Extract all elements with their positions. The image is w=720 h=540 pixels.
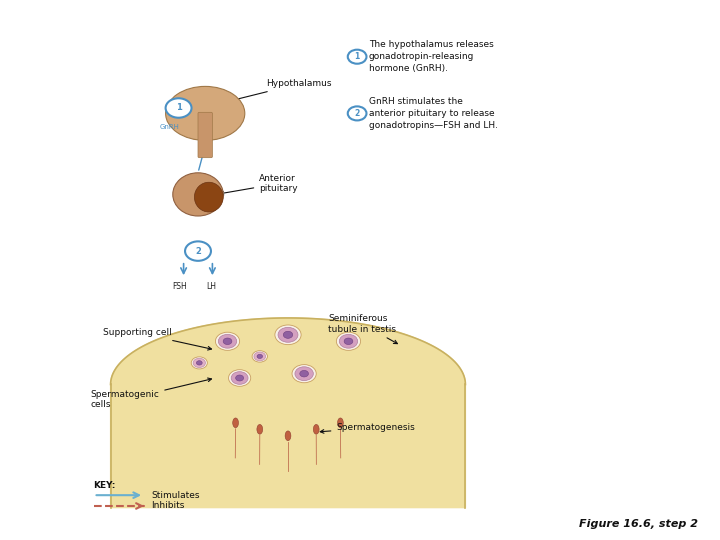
Circle shape: [166, 98, 192, 118]
Circle shape: [193, 358, 205, 368]
Circle shape: [252, 350, 267, 362]
Circle shape: [278, 327, 298, 342]
Circle shape: [197, 361, 202, 365]
Text: Anterior
pituitary: Anterior pituitary: [220, 174, 298, 195]
Circle shape: [228, 370, 251, 386]
Text: Supporting cell: Supporting cell: [102, 328, 212, 350]
Circle shape: [339, 334, 358, 348]
Ellipse shape: [257, 424, 263, 434]
Text: LH: LH: [207, 282, 217, 291]
Circle shape: [283, 331, 293, 339]
Text: 1: 1: [354, 52, 360, 61]
Text: Figure 16.6, step 2: Figure 16.6, step 2: [580, 519, 698, 529]
Circle shape: [257, 354, 263, 359]
Text: Spermatogenesis: Spermatogenesis: [320, 423, 415, 433]
FancyBboxPatch shape: [198, 112, 212, 158]
Text: 2: 2: [354, 109, 360, 118]
Circle shape: [223, 338, 232, 345]
Text: GnRH stimulates the
anterior pituitary to release
gonadotropins—FSH and LH.: GnRH stimulates the anterior pituitary t…: [369, 97, 498, 130]
Circle shape: [292, 364, 316, 383]
Circle shape: [218, 334, 237, 348]
Text: Seminiferous
tubule in testis: Seminiferous tubule in testis: [328, 314, 397, 343]
Circle shape: [348, 50, 366, 64]
Text: 2: 2: [195, 247, 201, 255]
Text: 1: 1: [176, 104, 181, 112]
Text: FSH: FSH: [173, 282, 187, 291]
Circle shape: [185, 241, 211, 261]
Ellipse shape: [313, 424, 319, 434]
Circle shape: [235, 375, 243, 381]
Ellipse shape: [173, 173, 223, 216]
Ellipse shape: [338, 418, 343, 428]
Circle shape: [300, 370, 308, 377]
Circle shape: [254, 352, 266, 361]
Ellipse shape: [233, 418, 238, 428]
Circle shape: [231, 372, 248, 384]
Circle shape: [348, 106, 366, 120]
Text: Inhibits: Inhibits: [151, 502, 184, 510]
Circle shape: [215, 332, 240, 350]
Text: Spermatogenic
cells: Spermatogenic cells: [91, 378, 212, 409]
Circle shape: [295, 367, 313, 381]
Text: The hypothalamus releases
gonadotropin-releasing
hormone (GnRH).: The hypothalamus releases gonadotropin-r…: [369, 40, 493, 73]
Text: Hypothalamus: Hypothalamus: [216, 79, 332, 105]
Circle shape: [275, 325, 301, 345]
Polygon shape: [111, 318, 465, 508]
Circle shape: [336, 332, 361, 350]
Circle shape: [344, 338, 353, 345]
Ellipse shape: [166, 86, 245, 140]
Text: KEY:: KEY:: [94, 482, 116, 490]
Ellipse shape: [194, 183, 223, 212]
Text: Stimulates: Stimulates: [151, 491, 199, 500]
Ellipse shape: [285, 431, 291, 441]
Circle shape: [192, 357, 207, 369]
Text: GnRH: GnRH: [160, 124, 180, 131]
